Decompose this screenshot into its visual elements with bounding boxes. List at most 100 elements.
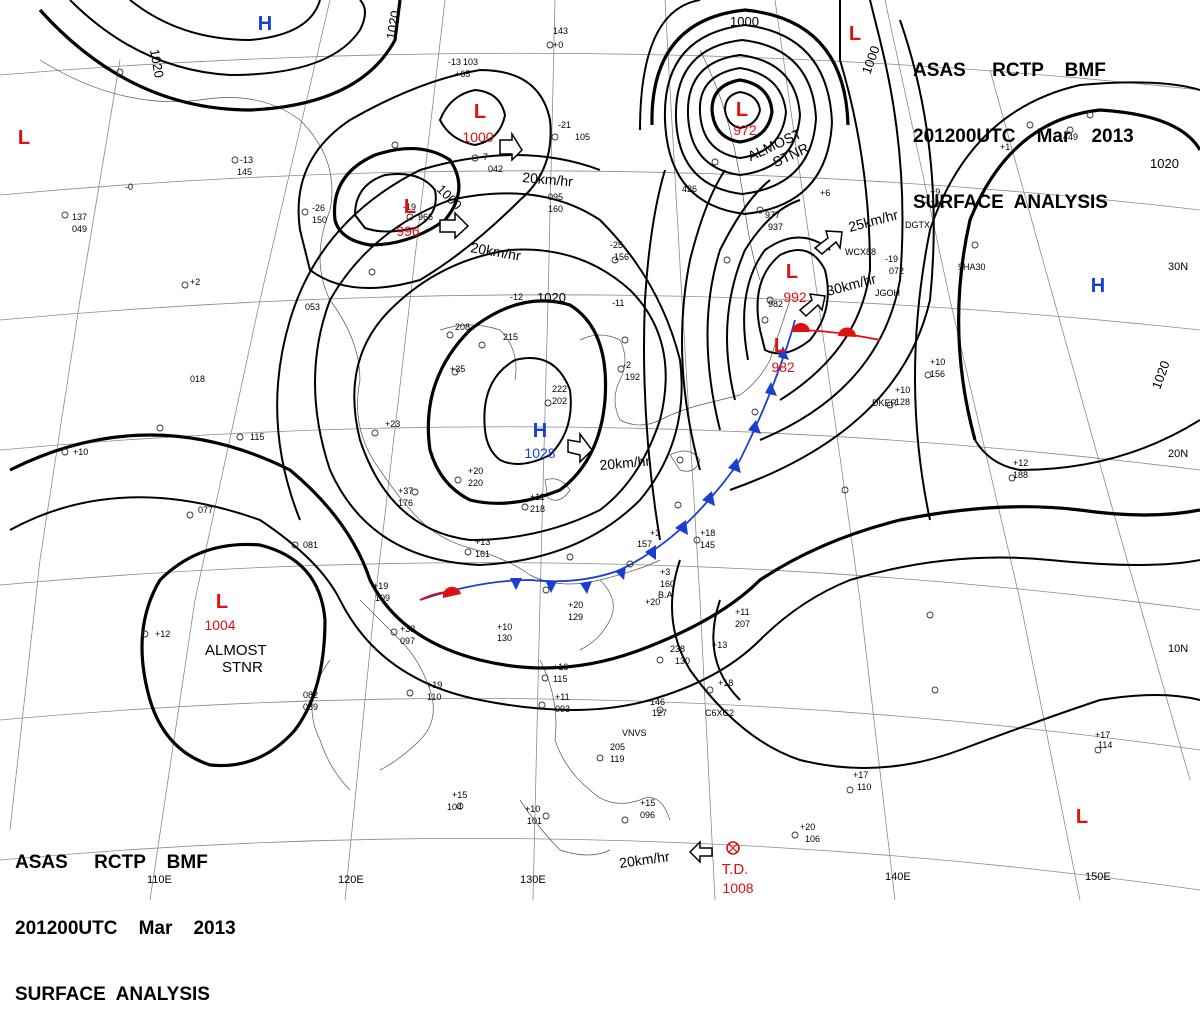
station-obs: 053 — [305, 302, 320, 312]
graticule-labels: 110E 120E 130E 140E 150E 30N 20N 10N — [147, 261, 1188, 886]
station-obs: 104 — [447, 802, 462, 812]
low-value: 972 — [733, 122, 757, 138]
station-obs: 157 — [637, 539, 652, 549]
high-center: H — [1091, 275, 1105, 297]
station-obs: 042 — [488, 164, 503, 174]
station-obs: 145 — [237, 167, 252, 177]
station-values: 143 +0 -13 103 +65 -21 105 -7 042 -19 96… — [72, 26, 1112, 844]
isobar-label: 1000 — [730, 14, 759, 29]
movement-speed: 20km/hr — [522, 169, 574, 189]
station-obs: +13 — [712, 640, 727, 650]
station-obs: 127 — [652, 708, 667, 718]
latitude-label: 10N — [1168, 643, 1188, 655]
station-obs: 426 — [682, 184, 697, 194]
station-obs: 130 — [675, 656, 690, 666]
high-center: H — [258, 13, 272, 35]
station-obs: -2 — [623, 360, 631, 370]
station-obs: 115 — [553, 674, 567, 684]
station-obs: 137 — [72, 212, 87, 222]
isobar-label: 1020 — [1150, 156, 1179, 171]
station-obs: -21 — [558, 120, 571, 130]
station-obs: +0 — [553, 40, 563, 50]
header-line-3: SURFACE ANALYSIS — [913, 192, 1108, 213]
movement-arrows — [439, 131, 843, 864]
station-obs: +12 — [1013, 458, 1028, 468]
latitude-label: 20N — [1168, 448, 1188, 460]
pressure-centers: H L L L 1000 L 996 L 972 L 992 L 982 H 1… — [18, 13, 1105, 828]
station-obs: +37 — [398, 486, 413, 496]
station-obs: +3 — [650, 528, 660, 538]
stationary-front — [419, 319, 881, 601]
low-value: 982 — [771, 359, 795, 375]
movement-speed: 20km/hr — [599, 453, 651, 473]
station-obs: 072 — [889, 266, 904, 276]
station-obs: +18 — [718, 678, 733, 688]
low-value: 992 — [783, 289, 807, 305]
footer-line-3: SURFACE ANALYSIS — [15, 984, 210, 1005]
station-obs: +65 — [455, 69, 470, 79]
station-obs: 119 — [610, 754, 624, 764]
high-center: H — [533, 420, 547, 442]
station-obs: 106 — [805, 834, 820, 844]
station-obs: 222 — [552, 384, 567, 394]
station-obs: +10 — [930, 357, 945, 367]
station-obs: 160 — [548, 204, 563, 214]
station-obs: DGTX — [905, 220, 930, 230]
station-obs: +11 — [530, 492, 545, 502]
station-obs: +10 — [73, 447, 88, 457]
station-obs: 095 — [548, 192, 563, 202]
station-obs: +1 — [1000, 142, 1010, 152]
station-obs: 096 — [640, 810, 655, 820]
station-obs: +10 — [895, 385, 910, 395]
station-obs: 215 — [503, 332, 518, 342]
station-obs: +2 — [190, 277, 200, 287]
station-obs: WCX88 — [845, 247, 876, 257]
station-obs: 220 — [468, 478, 483, 488]
footer-title-block: ASAS RCTP BMF 201200UTC Mar 2013 SURFACE… — [15, 808, 236, 1028]
low-center: L — [1076, 806, 1088, 828]
station-obs: 156 — [614, 252, 629, 262]
station-obs: +15 — [640, 798, 655, 808]
station-obs: 093 — [555, 704, 570, 714]
station-obs: -11 — [612, 298, 624, 308]
station-obs: JGOH — [875, 288, 900, 298]
station-obs: 145 — [700, 540, 715, 550]
station-obs: +20 — [800, 822, 815, 832]
station-obs: -12 — [510, 292, 523, 302]
high-value: 1028 — [524, 445, 555, 461]
header-title-block: ASAS RCTP BMF 201200UTC Mar 2013 SURFACE… — [913, 16, 1134, 236]
station-obs: -13 — [448, 57, 461, 67]
remark-almost-stnr-sw: ALMOST STNR — [205, 642, 271, 676]
station-obs: 192 — [625, 372, 640, 382]
longitude-label: 120E — [338, 874, 364, 886]
station-obs: -13 — [240, 155, 253, 165]
station-obs: 115 — [250, 432, 264, 442]
remark-line: STNR — [222, 659, 263, 676]
station-obs: +11 — [735, 607, 750, 617]
station-obs: 176 — [398, 498, 413, 508]
station-obs: 218 — [530, 504, 545, 514]
station-obs: +11 — [555, 692, 570, 702]
station-obs: +17 — [1095, 730, 1110, 740]
station-obs: 114 — [1098, 740, 1112, 750]
station-obs: 160 — [660, 579, 675, 589]
station-obs: +10 — [525, 804, 540, 814]
station-obs: 449 — [1063, 132, 1078, 142]
low-value: 1000 — [462, 129, 493, 145]
station-obs: +17 — [853, 770, 868, 780]
isobars — [9, 0, 1200, 769]
station-obs: 205 — [610, 742, 625, 752]
station-obs: 966 — [418, 212, 433, 222]
td-label: T.D. — [722, 861, 749, 878]
station-obs: 110 — [427, 692, 441, 702]
station-obs: 105 — [575, 132, 590, 142]
station-obs: 202 — [552, 396, 567, 406]
station-markers — [61, 41, 1102, 839]
station-obs: 077 — [198, 505, 213, 515]
station-obs: DKER — [872, 398, 898, 408]
footer-line-2: 201200UTC Mar 2013 — [15, 918, 236, 939]
station-obs: +20 — [468, 466, 483, 476]
low-value: 1004 — [204, 617, 235, 633]
station-obs: 982 — [768, 299, 783, 309]
low-center: L — [774, 335, 786, 357]
